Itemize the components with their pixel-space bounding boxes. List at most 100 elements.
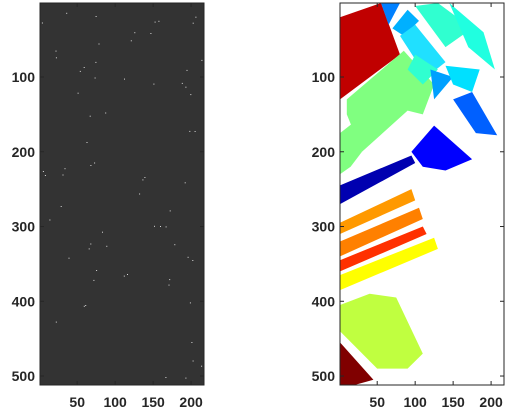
noise-speck [195, 16, 197, 18]
class-region-4 [392, 9, 419, 36]
y-tick-label: 500 [12, 368, 36, 384]
y-tick-label: 200 [312, 144, 336, 160]
noise-speck [201, 59, 203, 61]
noise-speck [60, 206, 62, 207]
class-region-12 [411, 125, 473, 171]
noise-speck [96, 270, 98, 271]
image-background [40, 3, 204, 385]
noise-speck [124, 78, 125, 80]
noise-speck [95, 61, 97, 63]
class-region-9 [430, 69, 454, 100]
noise-speck [192, 22, 194, 24]
noise-speck [174, 244, 176, 246]
noise-speck [93, 279, 95, 281]
right-classification-map-panel: 50 100 150 200 100 200 300 400 500 [312, 2, 505, 410]
noise-speck [106, 245, 108, 247]
class-region-18 [340, 293, 423, 369]
noise-speck [158, 20, 160, 22]
noise-speck [102, 231, 103, 233]
noise-speck [154, 21, 156, 23]
y-tick-label: 200 [12, 144, 36, 160]
class-region-11 [453, 92, 498, 136]
noise-speck [41, 22, 43, 24]
noise-speck [64, 168, 66, 170]
noise-speck [165, 226, 167, 228]
class-region-14 [340, 189, 416, 234]
class-region-3 [381, 3, 400, 25]
noise-speck [55, 50, 57, 52]
noise-speck [191, 342, 193, 343]
x-tick-label: 50 [69, 394, 85, 410]
noise-speck [94, 77, 96, 79]
noise-speck [68, 257, 70, 259]
y-tick-label: 100 [12, 69, 36, 85]
noise-speck [192, 260, 194, 261]
noise-speck [142, 179, 144, 181]
noise-speck [83, 67, 85, 68]
noise-speck [55, 57, 57, 59]
class-region-13 [340, 155, 416, 205]
x-tick-label: 200 [479, 394, 503, 410]
noise-speck [154, 225, 155, 227]
noise-speck [169, 210, 171, 212]
noise-speck [94, 162, 96, 164]
noise-speck [79, 70, 81, 72]
noise-speck [144, 177, 146, 178]
noise-speck [123, 275, 125, 277]
noise-speck [169, 279, 171, 281]
y-tick-label: 500 [312, 368, 336, 384]
noise-speck [130, 40, 132, 42]
noise-speck [150, 33, 152, 34]
noise-speck [160, 226, 161, 227]
noise-speck [165, 377, 167, 378]
noise-speck [192, 360, 194, 362]
class-region-6 [400, 24, 446, 77]
noise-speck [181, 82, 183, 84]
y-tick-label: 400 [12, 293, 36, 309]
x-tick-label: 50 [369, 394, 385, 410]
noise-speck [189, 130, 191, 132]
noise-speck [55, 321, 57, 323]
x-tick-label: 100 [403, 394, 427, 410]
noise-speck [49, 219, 51, 221]
x-tick-label: 100 [103, 394, 127, 410]
noise-speck [62, 174, 64, 176]
axes-frame [339, 2, 505, 386]
left-image-panel: 50 100 150 200 100 200 300 400 500 [12, 2, 205, 410]
noise-speck [134, 32, 136, 34]
x-tick-label: 150 [441, 394, 465, 410]
noise-speck [66, 12, 68, 14]
axes-frame [39, 2, 205, 386]
y-tick-label: 300 [12, 219, 36, 235]
y-tick-label: 100 [312, 69, 336, 85]
x-tick-label: 150 [141, 394, 165, 410]
noise-speck [42, 171, 44, 172]
noise-speck [194, 131, 196, 132]
class-region-7 [449, 3, 495, 70]
noise-speck [185, 377, 187, 379]
class-region-5 [415, 3, 473, 48]
y-tick-label: 300 [312, 219, 336, 235]
noise-speck [95, 16, 97, 17]
noise-speck [86, 142, 88, 143]
noise-speck [89, 115, 91, 117]
noise-speck [88, 248, 90, 250]
noise-speck [187, 256, 189, 258]
noise-speck [201, 365, 203, 367]
noise-speck [168, 284, 170, 286]
class-region-16 [340, 226, 427, 272]
noise-speck [85, 305, 87, 306]
class-region-10 [445, 65, 480, 92]
noise-speck [186, 69, 188, 71]
class-region-1 [346, 50, 435, 152]
noise-speck [77, 92, 79, 94]
noise-speck [90, 165, 92, 166]
noise-speck [153, 83, 155, 85]
class-region-19 [340, 342, 374, 385]
class-region-8 [407, 54, 438, 85]
class-region-17 [340, 237, 438, 291]
noise-speck [105, 112, 107, 114]
y-tick-label: 400 [312, 293, 336, 309]
noise-speck [83, 305, 85, 307]
x-tick-label: 200 [179, 394, 203, 410]
